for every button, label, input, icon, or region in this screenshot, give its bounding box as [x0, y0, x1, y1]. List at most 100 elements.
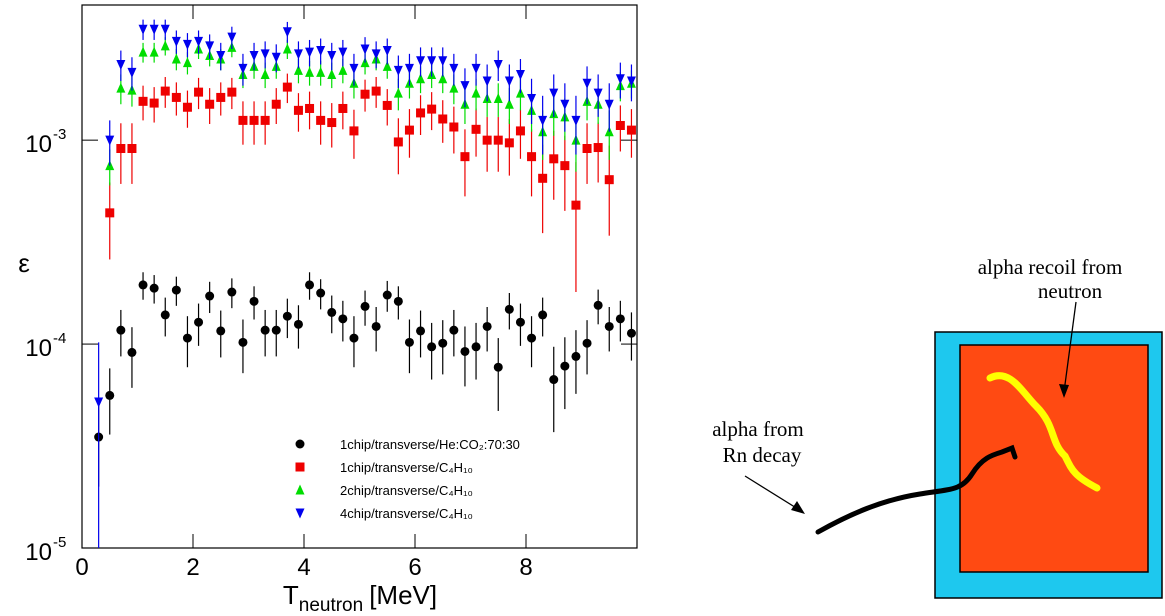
- marker: [560, 99, 570, 110]
- marker: [349, 126, 359, 136]
- marker: [327, 307, 337, 317]
- marker: [538, 173, 548, 183]
- marker: [194, 317, 204, 327]
- marker: [295, 484, 305, 495]
- marker: [138, 24, 148, 35]
- marker: [171, 92, 181, 102]
- marker: [293, 49, 303, 60]
- marker: [493, 93, 503, 104]
- arrow: [1063, 301, 1077, 393]
- marker: [571, 351, 581, 361]
- marker: [338, 64, 348, 75]
- alpha-track: [815, 444, 1018, 535]
- marker: [338, 314, 348, 324]
- marker: [127, 67, 137, 78]
- x-tick-label: 2: [186, 554, 199, 581]
- y-tick-exponent: -3: [53, 126, 66, 143]
- marker: [393, 137, 403, 147]
- marker: [515, 317, 525, 327]
- marker: [171, 285, 181, 295]
- marker: [238, 115, 248, 125]
- marker: [504, 76, 514, 87]
- marker: [382, 290, 392, 300]
- marker: [216, 326, 226, 336]
- marker: [271, 99, 281, 109]
- arrow-head: [1059, 384, 1069, 398]
- marker: [327, 68, 337, 79]
- marker: [604, 99, 614, 110]
- marker: [171, 36, 181, 47]
- marker: [138, 280, 148, 290]
- marker: [293, 319, 303, 329]
- marker: [393, 65, 403, 76]
- marker: [493, 135, 503, 145]
- marker: [149, 24, 159, 35]
- detector-diagram: alpha recoil from neutron alpha from Rn …: [712, 255, 1163, 599]
- marker: [327, 51, 337, 62]
- marker: [416, 326, 426, 336]
- marker: [305, 280, 315, 290]
- marker: [205, 291, 215, 301]
- marker: [282, 27, 292, 38]
- marker: [194, 87, 204, 97]
- marker: [504, 138, 514, 148]
- marker: [349, 333, 359, 343]
- marker: [393, 87, 403, 98]
- marker: [227, 32, 237, 43]
- marker: [393, 296, 403, 306]
- marker: [160, 86, 170, 96]
- legend-label: 1chip/transverse/He:CO₂:70:30: [340, 437, 520, 452]
- marker: [560, 361, 570, 371]
- marker: [593, 300, 603, 310]
- marker: [527, 152, 537, 162]
- marker: [515, 69, 525, 80]
- marker: [316, 66, 326, 77]
- marker: [316, 288, 326, 298]
- marker: [449, 63, 459, 74]
- marker: [493, 59, 503, 70]
- marker: [360, 44, 370, 55]
- marker: [94, 397, 104, 408]
- marker: [582, 144, 592, 154]
- marker: [471, 87, 481, 98]
- marker: [504, 304, 514, 314]
- marker: [116, 325, 126, 335]
- marker: [227, 87, 237, 97]
- marker: [271, 325, 281, 335]
- marker: [295, 508, 305, 519]
- marker: [205, 41, 215, 52]
- marker: [582, 338, 592, 348]
- marker: [382, 46, 392, 57]
- marker: [482, 76, 492, 87]
- marker: [295, 439, 305, 449]
- marker: [338, 47, 348, 58]
- x-label-sub: neutron: [299, 595, 363, 616]
- arrow: [744, 475, 799, 510]
- y-axis-label: ε: [18, 248, 30, 278]
- marker: [327, 118, 337, 128]
- marker: [349, 63, 359, 74]
- marker: [538, 310, 548, 320]
- marker: [427, 56, 437, 67]
- marker: [438, 114, 448, 124]
- marker: [371, 321, 381, 331]
- marker: [260, 325, 270, 335]
- marker: [482, 135, 492, 145]
- marker: [582, 78, 592, 89]
- marker: [482, 321, 492, 331]
- marker: [227, 287, 237, 297]
- marker: [416, 56, 426, 67]
- marker: [438, 338, 448, 348]
- legend: 1chip/transverse/He:CO₂:70:30 1chip/trans…: [295, 437, 520, 521]
- marker: [105, 135, 115, 146]
- marker: [438, 73, 448, 84]
- diagram-label: neutron: [1038, 279, 1103, 303]
- marker: [615, 314, 625, 324]
- marker: [371, 49, 381, 60]
- y-tick-label: 10: [25, 335, 52, 362]
- marker: [604, 321, 614, 331]
- marker: [105, 208, 115, 218]
- recoil-track: [986, 372, 1101, 492]
- marker: [138, 46, 148, 57]
- marker: [316, 46, 326, 57]
